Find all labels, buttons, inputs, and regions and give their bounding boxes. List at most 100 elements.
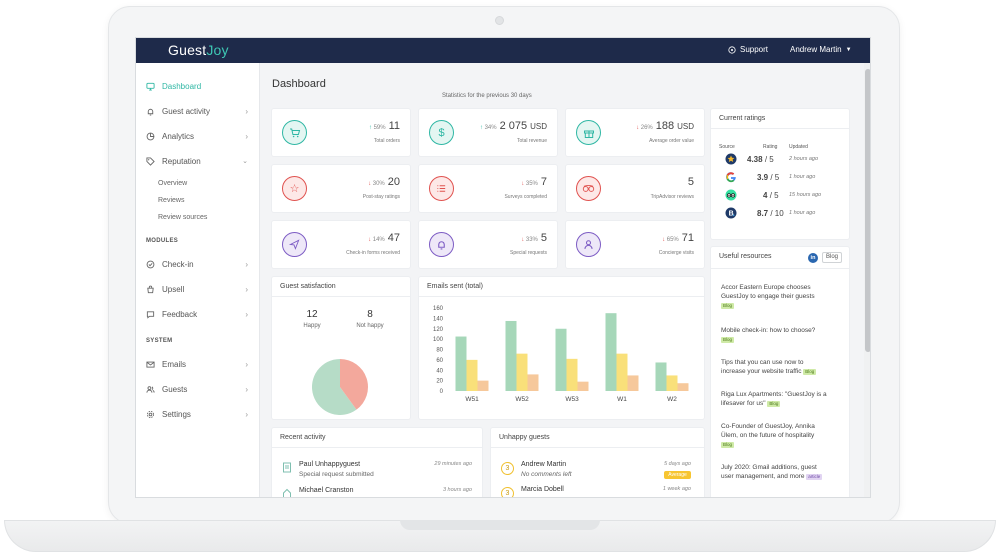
- support-link[interactable]: Support: [728, 45, 768, 54]
- logo[interactable]: GuestJoy: [168, 42, 229, 58]
- card-title: Unhappy guests: [499, 434, 550, 441]
- stat-change: ↓ 14%: [368, 237, 385, 243]
- bar-W53-1[interactable]: [566, 358, 578, 391]
- sidebar-item-reputation[interactable]: Reputation ⌄: [146, 154, 250, 168]
- sidebar-item-analytics[interactable]: Analytics ›: [146, 129, 250, 143]
- sidebar-item-feedback[interactable]: Feedback ›: [146, 307, 250, 321]
- col-source: Source: [719, 144, 735, 150]
- sidebar-sub-reviews[interactable]: Reviews: [158, 197, 185, 204]
- y-tick-label: 80: [436, 348, 443, 354]
- rating-row[interactable]: B 8.7 / 10 1 hour ago: [725, 207, 835, 221]
- resource-item[interactable]: Riga Lux Apartments: "GuestJoy is a life…: [721, 390, 829, 408]
- blog-button[interactable]: Blog: [822, 252, 842, 263]
- resource-item[interactable]: Accor Eastern Europe chooses GuestJoy to…: [721, 283, 829, 310]
- not-happy-count: 8: [367, 309, 373, 320]
- sidebar-label: Upsell: [162, 284, 185, 294]
- activity-detail: Special request submitted: [299, 471, 374, 478]
- chevron-down-icon: ⌄: [242, 158, 248, 165]
- send-icon: [282, 232, 307, 257]
- user-menu[interactable]: Andrew Martin ▼: [790, 45, 852, 54]
- bar-W51-1[interactable]: [466, 359, 478, 391]
- stat-card-total-revenue[interactable]: $ ↑ 34% 2 075 USD Total revenue: [419, 109, 557, 156]
- rating-value-wrap: 8.7 / 10: [757, 209, 784, 218]
- stat-card-total-orders[interactable]: ↑ 59% 11 Total orders: [272, 109, 410, 156]
- resource-item[interactable]: Tips that you can use now to increase yo…: [721, 358, 829, 376]
- stat-card-check-in-forms[interactable]: ↓ 14% 47 Check-in forms received: [272, 221, 410, 268]
- gift-icon: [576, 120, 601, 145]
- bar-W2-2[interactable]: [677, 383, 689, 391]
- chevron-right-icon: ›: [245, 409, 248, 419]
- resource-item[interactable]: Co-Founder of GuestJoy, Annika Ülem, on …: [721, 422, 829, 449]
- tag-icon: [146, 156, 155, 166]
- logo-joy: Joy: [206, 42, 229, 58]
- bar-W52-1[interactable]: [516, 353, 528, 391]
- guest-detail: No comments left: [521, 471, 572, 478]
- bar-W1-2[interactable]: [627, 375, 639, 391]
- stat-card-average-order[interactable]: ↓ 26% 188 USD Average order value: [566, 109, 704, 156]
- arrow-down-icon: ↓: [636, 125, 640, 131]
- divider: [272, 447, 482, 448]
- bar-W51-2[interactable]: [477, 380, 489, 391]
- bar-W52-0[interactable]: [505, 320, 517, 391]
- resource-item[interactable]: Mobile check-in: how to choose? Blog: [721, 326, 829, 344]
- sidebar-label: Feedback: [162, 309, 198, 319]
- col-rating: Rating: [763, 144, 778, 150]
- sidebar-item-guest-activity[interactable]: Guest activity ›: [146, 104, 250, 118]
- stat-label: Surveys completed: [504, 194, 547, 200]
- resource-item[interactable]: July 2020: Gmail additions, guest user m…: [721, 463, 829, 481]
- sidebar-item-dashboard[interactable]: Dashboard: [146, 79, 250, 93]
- bar-W51-0[interactable]: [455, 336, 467, 391]
- stat-pct: 30%: [372, 181, 385, 187]
- page-subtitle: Statistics for the previous 30 days: [442, 93, 532, 99]
- sidebar-item-upsell[interactable]: Upsell ›: [146, 282, 250, 296]
- stat-card-surveys[interactable]: ↓ 35% 7 Surveys completed: [419, 165, 557, 212]
- sidebar-label: Guest activity: [162, 106, 211, 116]
- bar-W1-1[interactable]: [616, 353, 628, 391]
- scrollbar-thumb[interactable]: [865, 69, 870, 352]
- stat-change: ↓ 33%: [521, 237, 538, 243]
- bar-W1-0[interactable]: [605, 313, 617, 391]
- stat-card-tripadvisor[interactable]: 5 TripAdvisor reviews: [566, 165, 704, 212]
- rating-row[interactable]: 4 / 5 15 hours ago: [725, 189, 835, 203]
- stat-card-post-stay-ratings[interactable]: ☆ ↓ 30% 20 Post-stay ratings: [272, 165, 410, 212]
- rating-row[interactable]: 4.38 / 5 2 hours ago: [725, 153, 835, 167]
- resource-tag: Blog: [803, 369, 817, 375]
- bar-W52-2[interactable]: [527, 374, 539, 391]
- stat-pct: 35%: [525, 181, 538, 187]
- page-title: Dashboard: [272, 78, 326, 90]
- stat-card-concierge-visits[interactable]: ↓ 65% 71 Concierge visits: [566, 221, 704, 268]
- stat-change: ↓ 65%: [662, 237, 679, 243]
- resource-title: Tips that you can use now to increase yo…: [721, 359, 804, 375]
- stat-unit: USD: [677, 122, 694, 131]
- bar-W2-1[interactable]: [666, 375, 678, 391]
- sidebar-item-guests[interactable]: Guests ›: [146, 382, 250, 396]
- stat-card-special-requests[interactable]: ↓ 33% 5 Special requests: [419, 221, 557, 268]
- resource-tag: Blog: [721, 337, 735, 343]
- sidebar-item-check-in[interactable]: Check-in ›: [146, 257, 250, 271]
- stat-value: 5: [687, 176, 694, 188]
- pie-icon: [146, 132, 155, 141]
- divider: [491, 447, 704, 448]
- activity-time: 3 hours ago: [442, 487, 472, 493]
- bar-W53-0[interactable]: [555, 328, 567, 391]
- divider: [272, 296, 410, 297]
- rating-row[interactable]: 3.9 / 5 1 hour ago: [725, 171, 835, 185]
- resource-title: July 2020: Gmail additions, guest user m…: [721, 464, 817, 480]
- section-modules: MODULES: [146, 238, 179, 244]
- sidebar-sub-overview[interactable]: Overview: [158, 180, 188, 187]
- stat-change: ↓ 26%: [636, 125, 653, 131]
- stat-label: Concierge visits: [658, 250, 694, 256]
- bar-W53-2[interactable]: [577, 381, 589, 391]
- chevron-right-icon: ›: [245, 259, 248, 269]
- linkedin-icon[interactable]: in: [808, 253, 818, 263]
- sidebar-item-emails[interactable]: Emails ›: [146, 357, 250, 371]
- current-ratings-card: Current ratings Source Rating Updated 4.…: [711, 109, 849, 239]
- y-tick-label: 140: [433, 316, 444, 322]
- stat-change: ↓ 30%: [368, 181, 385, 187]
- sidebar-sub-review-sources[interactable]: Review sources: [158, 214, 208, 221]
- activity-time: 29 minutes ago: [434, 461, 472, 467]
- sidebar-item-settings[interactable]: Settings ›: [146, 407, 250, 421]
- bar-W2-0[interactable]: [655, 362, 667, 391]
- scrollbar[interactable]: [864, 63, 870, 497]
- resource-title: Riga Lux Apartments: "GuestJoy is a life…: [721, 391, 827, 407]
